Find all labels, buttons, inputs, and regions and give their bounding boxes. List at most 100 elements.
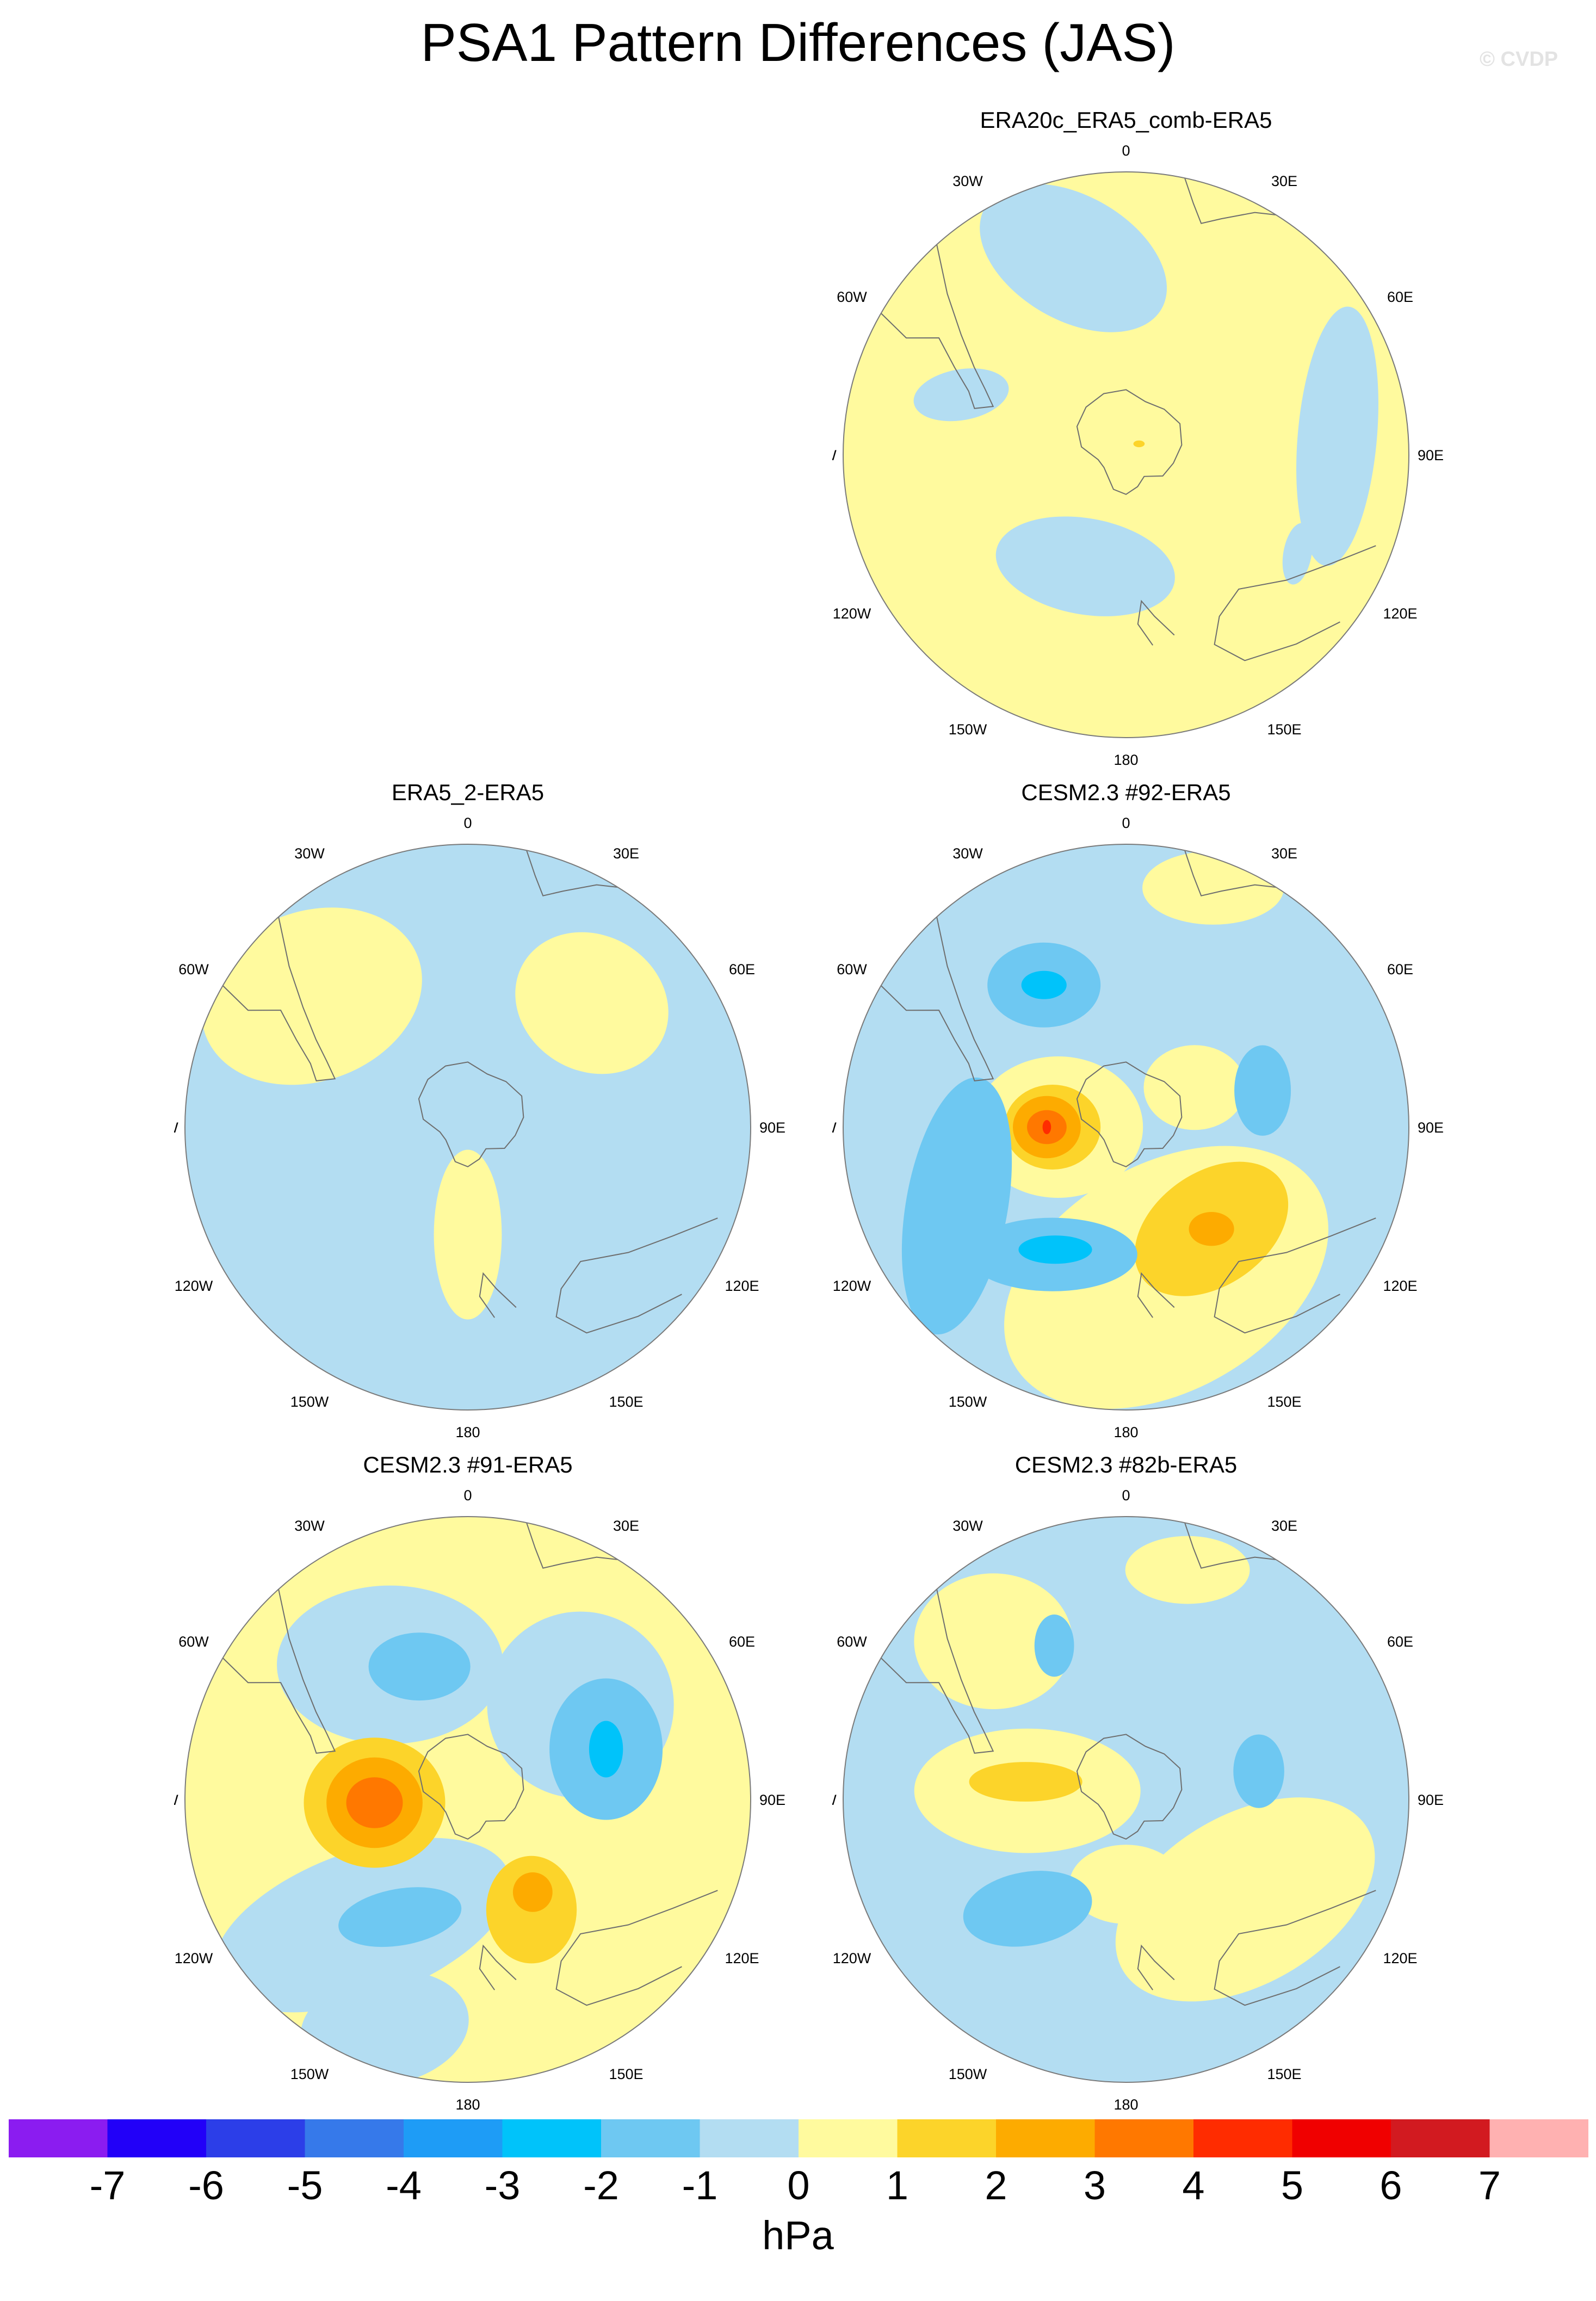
colorbar-tick: -1 <box>682 2163 718 2208</box>
longitude-label: 30W <box>294 845 325 862</box>
panel-title-cesm-82b: CESM2.3 #82b-ERA5 <box>1014 1452 1238 1477</box>
continent-coastline <box>1184 850 1276 896</box>
anomaly-region <box>1021 970 1067 999</box>
anomaly-contours <box>881 178 1378 661</box>
anomaly-region <box>1282 523 1313 585</box>
longitude-label: 90W <box>832 1792 837 1808</box>
colorbar-tick: 2 <box>985 2163 1007 2208</box>
map-border <box>843 171 1409 738</box>
longitude-label: 90W <box>174 1792 178 1808</box>
colorbar-swatch <box>1489 2119 1588 2157</box>
longitude-label: 180 <box>455 2096 480 2113</box>
longitude-label: 0 <box>1122 143 1130 159</box>
longitude-label: 60W <box>178 1634 209 1650</box>
map-border <box>843 844 1409 1411</box>
longitude-label: 30E <box>613 845 639 862</box>
longitude-label: 150E <box>1267 721 1301 738</box>
map-border <box>843 1516 1409 2083</box>
longitude-label: 60W <box>178 961 209 978</box>
colorbar-swatch <box>1391 2119 1490 2157</box>
colorbar-swatch <box>996 2119 1096 2157</box>
longitude-label: 120W <box>833 1278 871 1294</box>
colorbar-tick: 1 <box>886 2163 909 2208</box>
longitude-label: 120E <box>1383 605 1417 622</box>
colorbar-swatch <box>700 2119 799 2157</box>
longitude-label: 90E <box>1418 1119 1444 1136</box>
colorbar-tick: -7 <box>89 2163 126 2208</box>
longitude-label: 60W <box>837 961 867 978</box>
anomaly-region <box>913 368 1009 422</box>
longitude-label: 60E <box>729 1634 755 1650</box>
colorbar-tick: 0 <box>787 2163 810 2208</box>
colorbar-swatch <box>404 2119 503 2157</box>
panel-title-cesm-91: CESM2.3 #91-ERA5 <box>363 1452 573 1477</box>
anomaly-region <box>1069 1845 1183 1924</box>
anomaly-region <box>1296 306 1378 566</box>
anomaly-region <box>338 1887 462 1947</box>
colorbar-swatch <box>1193 2119 1293 2157</box>
anomaly-region <box>589 1721 623 1778</box>
anomaly-region <box>969 1762 1082 1802</box>
longitude-label: 150W <box>949 2066 987 2082</box>
colorbar-swatch <box>601 2119 701 2157</box>
anomaly-region <box>1115 1797 1375 2002</box>
anomaly-region <box>1142 851 1284 925</box>
continent-coastline <box>881 917 994 1081</box>
longitude-label: 150E <box>609 2066 643 2082</box>
figure-title: PSA1 Pattern Differences (JAS) <box>420 13 1176 72</box>
longitude-label: 120W <box>833 605 871 622</box>
longitude-label: 30W <box>952 173 983 189</box>
continent-coastline <box>1214 1217 1376 1334</box>
colorbar-swatch <box>206 2119 306 2157</box>
longitude-label: 150W <box>949 721 987 738</box>
anomaly-region <box>1234 1045 1291 1136</box>
continent-coastline <box>1184 178 1276 224</box>
antarctica-coastline <box>1076 1734 1183 1840</box>
longitude-label: 120E <box>725 1278 759 1294</box>
antarctica-coastline <box>418 1061 524 1167</box>
map-border <box>184 1516 751 2083</box>
continent-coastline <box>1184 1523 1276 1569</box>
continent-coastline <box>526 1523 618 1569</box>
anomaly-region <box>1125 1536 1250 1604</box>
longitude-label: 180 <box>1114 2096 1138 2113</box>
longitude-label: 180 <box>455 1424 480 1440</box>
colorbar-tick: -3 <box>484 2163 521 2208</box>
panel-title-era20c: ERA20c_ERA5_comb-ERA5 <box>980 107 1272 133</box>
anomaly-region <box>1034 1615 1074 1677</box>
longitude-label: 120W <box>175 1950 213 1966</box>
colorbar-tick: 7 <box>1478 2163 1501 2208</box>
longitude-label: 30W <box>294 1518 325 1534</box>
anomaly-contours <box>881 1523 1376 2006</box>
colorbar-tick: 5 <box>1280 2163 1304 2208</box>
continent-coastline <box>1214 1890 1376 2006</box>
anomaly-region <box>515 932 669 1074</box>
longitude-label: 30W <box>952 845 983 862</box>
anomaly-region <box>1233 1734 1284 1808</box>
anomaly-region <box>995 516 1175 616</box>
polar-map-cesm-92: 0 30E 60E 90E 120E 150E 180 150W 120W 90W 60W 30W <box>832 815 1444 1440</box>
map-disk-background <box>843 172 1409 738</box>
anomaly-region <box>434 1149 502 1320</box>
map-panel-era20c: ERA20c_ERA5_comb-ERA5 0 30E 60E 90E 120E 150E… <box>832 107 1539 792</box>
longitude-label: 150W <box>290 1394 329 1410</box>
polar-map-cesm-82b: 0 30E 60E 90E 120E 150E 180 150W 120W 90W 60W 30W <box>832 1487 1444 2113</box>
longitude-label: 30E <box>1271 845 1297 862</box>
colorbar-swatch <box>897 2119 997 2157</box>
continent-coastline <box>222 917 336 1081</box>
colorbar-tick: 4 <box>1182 2163 1205 2208</box>
anomaly-region <box>346 1777 403 1828</box>
colorbar-swatch <box>305 2119 404 2157</box>
continent-coastline <box>222 1589 336 1754</box>
colorbar-tick: -5 <box>287 2163 323 2208</box>
colorbar-units: hPa <box>762 2213 834 2258</box>
map-border <box>184 844 751 1411</box>
longitude-label: 150E <box>1267 1394 1301 1410</box>
longitude-label: 120W <box>175 1278 213 1294</box>
longitude-label: 60E <box>1387 961 1413 978</box>
antarctica-coastline <box>1076 1061 1183 1167</box>
longitude-label: 60E <box>1387 289 1413 305</box>
longitude-label: 90E <box>759 1792 785 1808</box>
longitude-label: 90W <box>832 1119 837 1136</box>
colorbar-swatch <box>9 2119 108 2157</box>
